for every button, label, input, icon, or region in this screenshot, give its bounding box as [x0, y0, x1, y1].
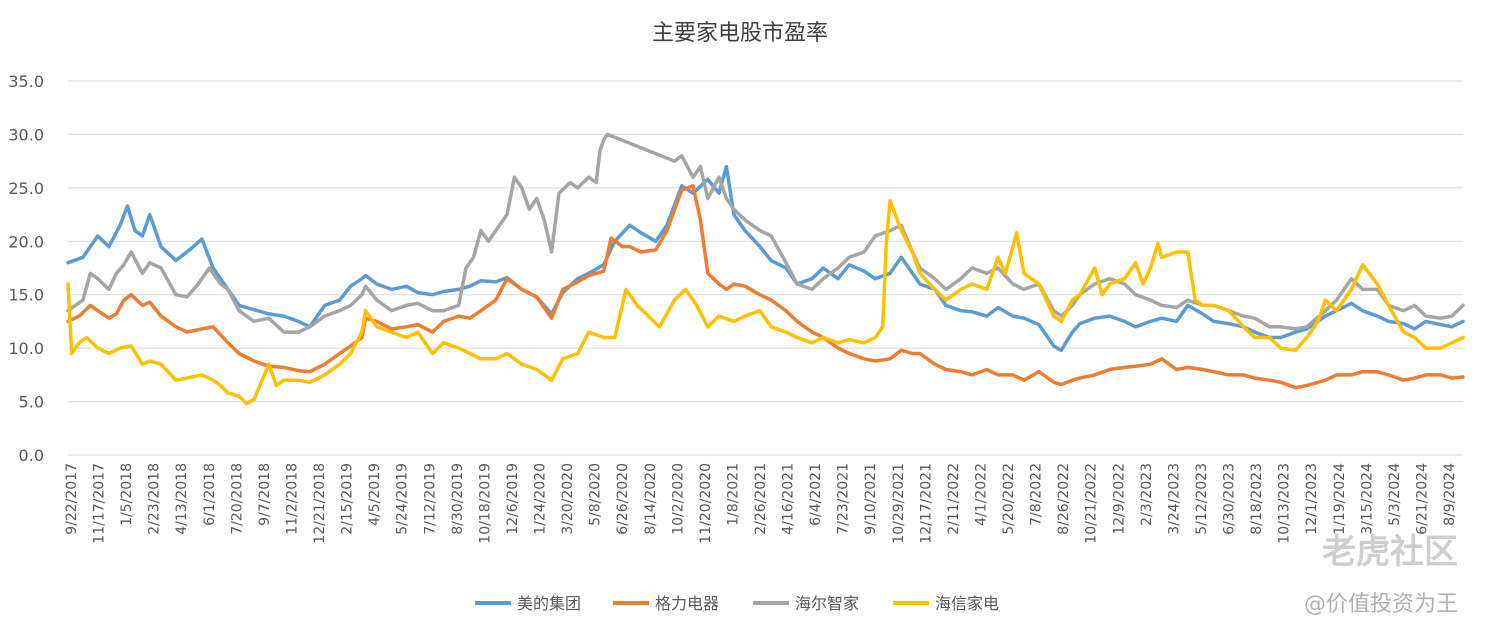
- y-tick-label: 0.0: [19, 446, 44, 465]
- y-tick-label: 35.0: [8, 72, 44, 91]
- x-tick-label: 10/18/2019: [477, 463, 493, 544]
- x-tick-label: 7/23/2021: [836, 463, 852, 535]
- y-tick-label: 25.0: [8, 179, 44, 198]
- x-tick-label: 1/8/2021: [725, 463, 741, 526]
- gridlines: [68, 80, 1463, 456]
- y-axis-ticks: 0.0 5.0 10.0 15.0 20.0 25.0 30.0 35.0: [8, 72, 44, 465]
- x-tick-label: 1/5/2018: [119, 463, 135, 526]
- x-tick-label: 10/21/2022: [1084, 463, 1100, 544]
- x-tick-label: 1/19/2024: [1332, 463, 1348, 535]
- x-tick-label: 9/10/2021: [863, 463, 879, 535]
- x-tick-label: 7/12/2019: [422, 463, 438, 535]
- series-line: [66, 164, 1465, 353]
- x-tick-label: 12/9/2022: [1111, 463, 1127, 535]
- y-tick-label: 10.0: [8, 339, 44, 358]
- x-tick-label: 5/24/2019: [395, 463, 411, 535]
- legend-label: 海信家电: [935, 594, 999, 613]
- legend-label: 海尔智家: [795, 594, 859, 613]
- x-tick-label: 2/23/2018: [147, 463, 163, 535]
- x-tick-label: 5/3/2024: [1387, 463, 1403, 526]
- x-tick-label: 7/8/2022: [1029, 463, 1045, 526]
- x-tick-label: 8/14/2020: [643, 463, 659, 535]
- x-tick-label: 8/18/2023: [1249, 463, 1265, 535]
- x-tick-label: 6/21/2024: [1414, 463, 1430, 535]
- x-tick-label: 10/29/2021: [891, 463, 907, 544]
- x-tick-label: 8/9/2024: [1442, 463, 1458, 526]
- x-tick-label: 5/8/2020: [588, 463, 604, 526]
- x-tick-label: 8/26/2022: [1056, 463, 1072, 535]
- x-tick-label: 2/3/2023: [1139, 463, 1155, 526]
- y-tick-label: 20.0: [8, 232, 44, 251]
- x-tick-label: 12/6/2019: [505, 463, 521, 535]
- x-tick-label: 5/20/2022: [1001, 463, 1017, 535]
- x-tick-label: 12/21/2018: [312, 463, 328, 544]
- x-tick-label: 3/24/2023: [1166, 463, 1182, 535]
- x-tick-label: 6/4/2021: [808, 463, 824, 526]
- x-tick-label: 11/17/2017: [92, 463, 108, 544]
- x-tick-label: 6/26/2020: [615, 463, 631, 535]
- series-lines: [66, 132, 1465, 406]
- chart-title: 主要家电股市盈率: [652, 21, 828, 46]
- x-tick-label: 10/2/2020: [670, 463, 686, 535]
- x-tick-label: 5/12/2023: [1194, 463, 1210, 535]
- x-tick-label: 9/22/2017: [64, 463, 80, 535]
- y-tick-label: 15.0: [8, 286, 44, 305]
- x-tick-label: 2/11/2022: [946, 463, 962, 535]
- series-line: [66, 183, 1465, 390]
- legend-label: 美的集团: [517, 594, 581, 613]
- x-tick-label: 12/17/2021: [918, 463, 934, 544]
- watermark-logo: 老虎社区: [1322, 532, 1458, 572]
- x-tick-label: 8/30/2019: [450, 463, 466, 535]
- x-tick-label: 6/30/2023: [1222, 463, 1238, 535]
- x-tick-label: 10/13/2023: [1277, 463, 1293, 544]
- x-tick-label: 7/20/2018: [229, 463, 245, 535]
- y-tick-label: 5.0: [19, 393, 44, 412]
- y-tick-label: 30.0: [8, 125, 44, 144]
- legend: 美的集团 格力电器 海尔智家 海信家电: [475, 594, 999, 613]
- x-tick-label: 4/1/2022: [973, 463, 989, 526]
- x-tick-label: 4/13/2018: [174, 463, 190, 535]
- x-axis-ticks: 9/22/2017 11/17/2017 1/5/2018 2/23/2018 4/13…: [64, 463, 1458, 544]
- x-tick-label: 11/20/2020: [698, 463, 714, 544]
- x-tick-label: 1/24/2020: [533, 463, 549, 535]
- watermark-author: @价值投资为王: [1303, 592, 1458, 617]
- x-tick-label: 12/1/2023: [1304, 463, 1320, 535]
- series-line: [66, 198, 1465, 406]
- x-tick-label: 4/5/2019: [367, 463, 383, 526]
- legend-label: 格力电器: [655, 594, 719, 613]
- x-tick-label: 2/15/2019: [340, 463, 356, 535]
- series-line: [66, 132, 1465, 334]
- x-tick-label: 3/20/2020: [560, 463, 576, 535]
- x-tick-label: 6/1/2018: [202, 463, 218, 526]
- x-tick-label: 9/7/2018: [257, 463, 273, 526]
- x-tick-label: 11/2/2018: [284, 463, 300, 535]
- x-tick-label: 4/16/2021: [781, 463, 797, 535]
- x-tick-label: 3/15/2024: [1359, 463, 1375, 535]
- x-tick-label: 2/26/2021: [753, 463, 769, 535]
